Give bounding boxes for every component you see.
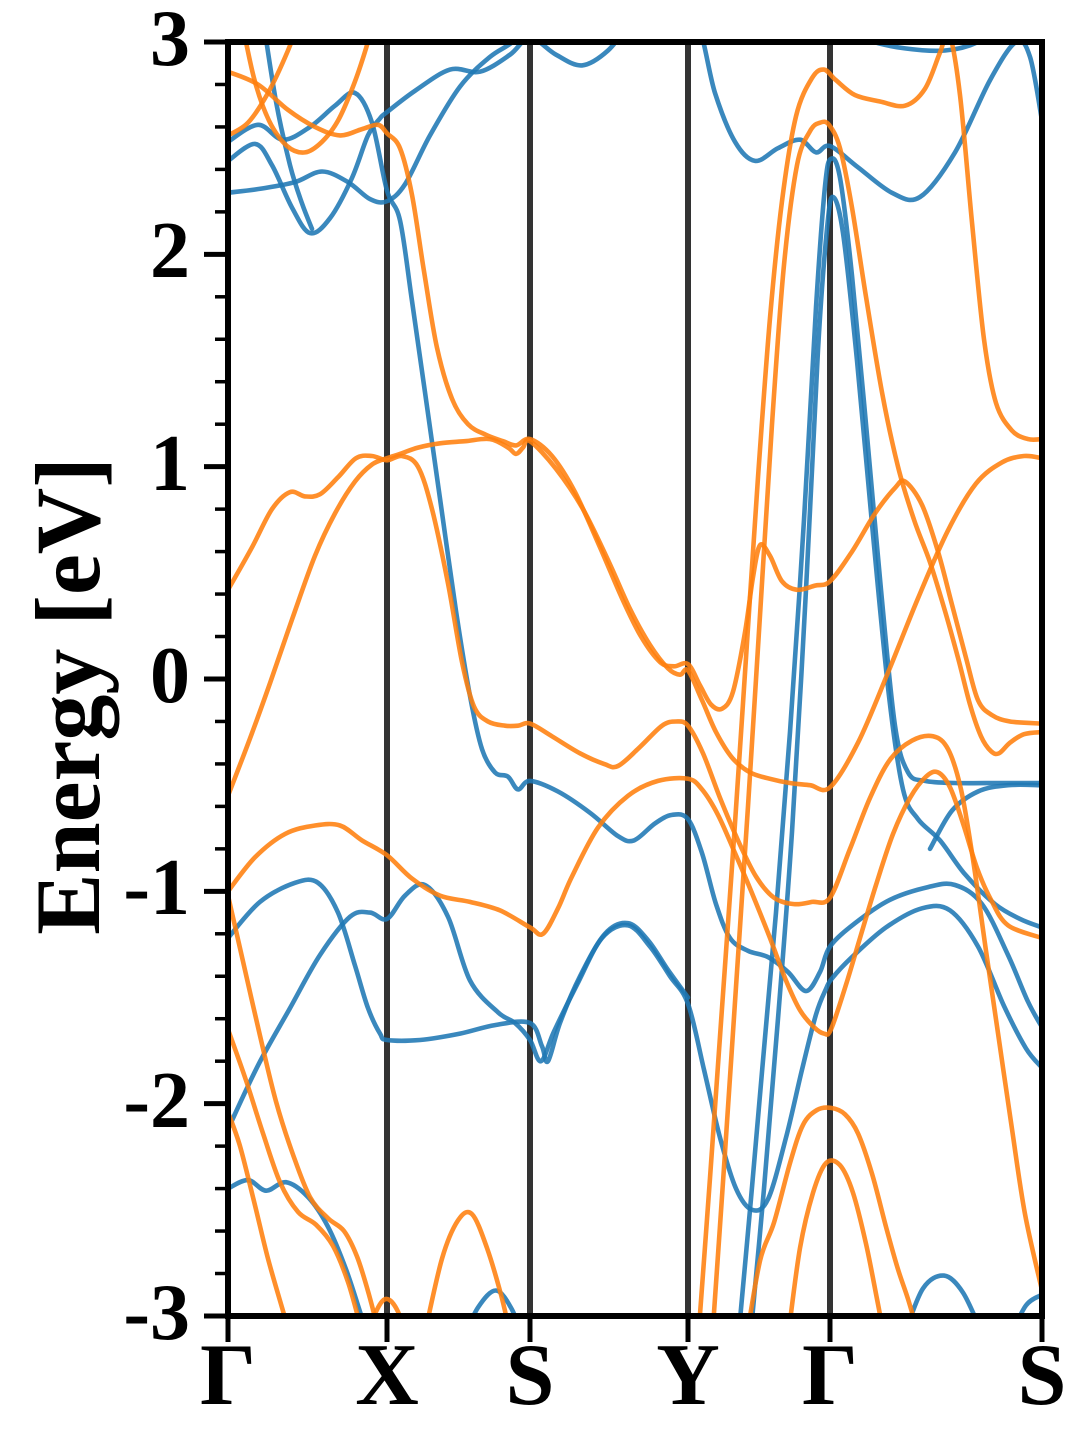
orange-band-2: [243, 42, 371, 155]
y-tick-label-1: 1: [150, 419, 190, 508]
orange-band-10: [426, 1209, 509, 1316]
band-curves: [228, 42, 1042, 1316]
blue-band-7: [470, 1288, 518, 1316]
y-tick-label-0: 0: [150, 631, 190, 720]
x-tick-label-X-1: X: [355, 1327, 419, 1424]
orange-band-8: [228, 1109, 287, 1316]
blue-band-14: [927, 782, 1042, 852]
y-tick-label--2: -2: [123, 1056, 190, 1145]
orange-band-12: [711, 119, 1042, 1316]
blue-band-10: [867, 42, 983, 54]
x-tick-label-Γ-0: Γ: [200, 1327, 256, 1424]
blue-band-11: [908, 1273, 978, 1316]
orange-band-6: [228, 893, 378, 1316]
blue-band-13: [264, 42, 315, 232]
y-tick-label-3: 3: [150, 0, 190, 83]
orange-band-7: [228, 1027, 361, 1316]
y-tick-label--1: -1: [123, 844, 190, 933]
orange-band-15: [228, 42, 294, 138]
blue-band-12: [1017, 1292, 1042, 1316]
orange-band-9: [371, 1296, 403, 1316]
orange-band-14: [788, 1158, 883, 1316]
blue-band-8: [738, 156, 1042, 1316]
x-tick-label-S-5: S: [1017, 1327, 1067, 1424]
plot-frame: [225, 39, 1045, 1319]
x-tick-label-S-2: S: [505, 1327, 555, 1424]
orange-band-13: [747, 1105, 916, 1316]
orange-band-5: [228, 769, 1042, 1037]
orange-band-3: [228, 453, 1042, 1293]
x-tick-label-Γ-4: Γ: [802, 1327, 858, 1424]
blue-band-5: [228, 881, 1042, 1213]
blue-band-2: [228, 90, 1042, 1030]
blue-band-6: [228, 1177, 364, 1316]
blue-band-4: [228, 877, 691, 1065]
orange-band-1: [228, 69, 1042, 726]
y-tick-label--3: -3: [123, 1268, 190, 1357]
x-tick-label-Y-3: Y: [656, 1327, 720, 1424]
orange-band-11: [697, 42, 1042, 1316]
blue-band-9: [750, 194, 1042, 1316]
y-tick-label-2: 2: [150, 207, 190, 296]
blue-band-1: [228, 42, 1042, 236]
orange-band-4: [228, 436, 1042, 799]
